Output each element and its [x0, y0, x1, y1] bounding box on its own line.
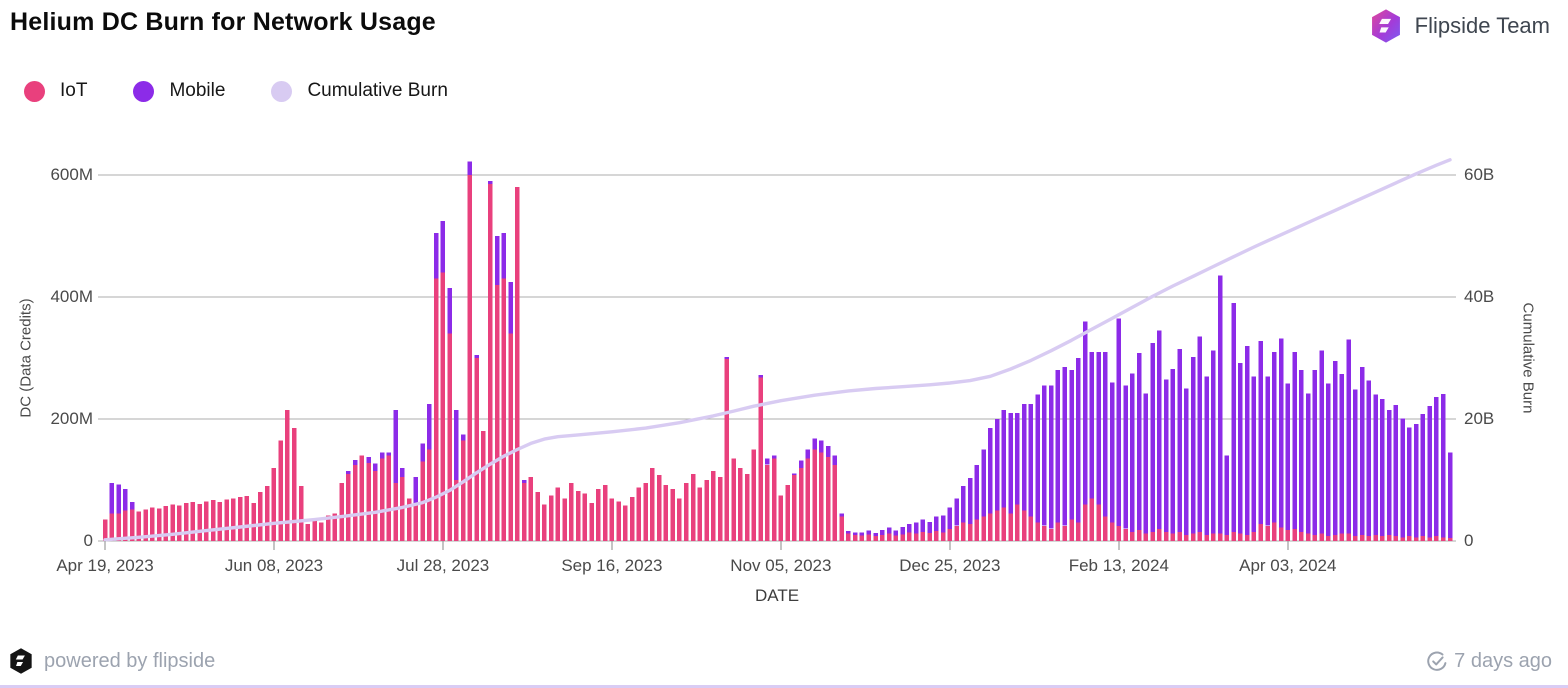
legend-item-iot[interactable]: IoT [24, 80, 87, 102]
bars-group [102, 161, 1453, 542]
accent-strip [0, 685, 1568, 688]
x-tick-label: Jul 28, 2023 [396, 556, 490, 575]
legend-item-cumulative[interactable]: Cumulative Burn [271, 80, 448, 102]
footer: powered by flipside 7 days ago [0, 637, 1568, 685]
legend-label: Mobile [169, 80, 226, 101]
team-badge[interactable]: Flipside Team [1369, 8, 1550, 44]
footer-updated: 7 days ago [1425, 649, 1552, 673]
x-tick-label: Apr 19, 2023 [56, 556, 154, 575]
mobile-legend-dot-icon [133, 80, 155, 102]
powered-by-text: powered by flipside [44, 649, 216, 672]
y-left-tick-label: 600M [50, 165, 93, 184]
y-left-tick-label: 200M [50, 409, 93, 428]
chart-legend: IoT Mobile Cumulative Burn [24, 80, 448, 102]
page-title: Helium DC Burn for Network Usage [10, 8, 436, 36]
x-tick-label: Feb 13, 2024 [1068, 556, 1169, 575]
footer-branding[interactable]: powered by flipside [8, 647, 215, 675]
legend-item-mobile[interactable]: Mobile [133, 80, 225, 102]
x-axis-title: DATE [754, 586, 800, 605]
updated-text: 7 days ago [1454, 649, 1552, 672]
y-right-tick-label: 20B [1464, 409, 1495, 428]
cumulative-burn-line [103, 158, 1452, 542]
y-right-tick-label: 60B [1464, 165, 1495, 184]
cumulative-legend-dot-icon [271, 80, 293, 102]
y-left-tick-label: 0 [83, 531, 93, 550]
y-left-tick-label: 400M [50, 287, 93, 306]
flipside-logo-icon [1369, 8, 1403, 44]
flipside-footer-logo-icon [8, 647, 34, 675]
iot-legend-dot-icon [24, 80, 45, 102]
y-right-tick-label: 0 [1464, 531, 1474, 550]
team-name: Flipside Team [1414, 13, 1550, 38]
clock-check-icon [1425, 649, 1449, 673]
legend-label: IoT [60, 80, 88, 101]
y-right-tick-label: 40B [1464, 287, 1495, 306]
legend-label: Cumulative Burn [307, 80, 448, 101]
x-tick-label: Jun 08, 2023 [224, 556, 324, 575]
x-tick-label: Nov 05, 2023 [730, 556, 832, 575]
dc-burn-chart [98, 158, 1456, 550]
y-axis-right-title: Cumulative Burn [1519, 302, 1537, 414]
x-tick-label: Apr 03, 2024 [1239, 556, 1337, 575]
x-tick-label: Sep 16, 2023 [561, 556, 663, 575]
y-axis-left-title: DC (Data Credits) [17, 298, 35, 418]
x-tick-label: Dec 25, 2023 [899, 556, 1001, 575]
